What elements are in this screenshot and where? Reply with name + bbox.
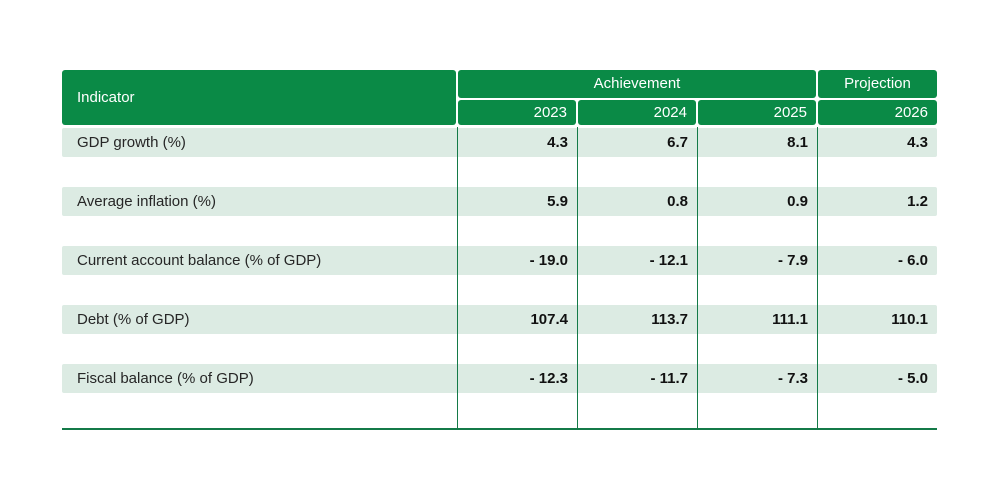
table-row: Debt (% of GDP) 107.4 113.7 111.1 110.1 <box>62 305 937 334</box>
row-label: Debt (% of GDP) <box>77 311 190 328</box>
column-divider <box>817 127 818 430</box>
cell-value: - 5.0 <box>897 370 928 387</box>
indicators-table: Indicator Achievement Projection 2023 20… <box>62 70 937 430</box>
cell-value: 4.3 <box>907 134 928 151</box>
table-row: Fiscal balance (% of GDP) - 12.3 - 11.7 … <box>62 364 937 393</box>
cell-value: 5.9 <box>547 193 568 210</box>
header-year-2026: 2026 <box>818 100 937 125</box>
cell-value: 113.7 <box>651 311 688 328</box>
table-header: Indicator Achievement Projection 2023 20… <box>62 70 937 125</box>
cell-value: - 11.7 <box>650 370 688 387</box>
header-year-2025: 2025 <box>698 100 816 125</box>
cell-value: - 7.3 <box>777 370 808 387</box>
cell-value: 8.1 <box>787 134 808 151</box>
header-year-2023: 2023 <box>458 100 576 125</box>
column-divider <box>457 127 458 430</box>
table-bottom-border <box>62 428 937 430</box>
header-projection-cell: Projection <box>818 70 937 98</box>
cell-value: - 19.0 <box>529 252 568 269</box>
row-label: GDP growth (%) <box>77 134 186 151</box>
row-label: Current account balance (% of GDP) <box>77 252 322 269</box>
cell-value: 110.1 <box>891 311 928 328</box>
table-body: GDP growth (%) 4.3 6.7 8.1 4.3 Average i… <box>62 127 937 430</box>
cell-value: 4.3 <box>547 134 568 151</box>
table-row: Average inflation (%) 5.9 0.8 0.9 1.2 <box>62 187 937 216</box>
column-divider <box>577 127 578 430</box>
row-label: Average inflation (%) <box>77 193 216 210</box>
cell-value: 0.8 <box>667 193 688 210</box>
header-achievement-cell: Achievement <box>458 70 816 98</box>
cell-value: 111.1 <box>772 311 808 328</box>
column-divider <box>697 127 698 430</box>
cell-value: - 6.0 <box>897 252 928 269</box>
header-indicator-cell: Indicator <box>62 70 456 125</box>
cell-value: - 12.1 <box>649 252 688 269</box>
cell-value: - 12.3 <box>529 370 568 387</box>
table-row: Current account balance (% of GDP) - 19.… <box>62 246 937 275</box>
cell-value: 107.4 <box>530 311 568 328</box>
table-row: GDP growth (%) 4.3 6.7 8.1 4.3 <box>62 128 937 157</box>
row-label: Fiscal balance (% of GDP) <box>77 370 254 387</box>
cell-value: 6.7 <box>667 134 688 151</box>
cell-value: 1.2 <box>907 193 928 210</box>
header-year-2024: 2024 <box>578 100 696 125</box>
cell-value: - 7.9 <box>777 252 808 269</box>
cell-value: 0.9 <box>787 193 808 210</box>
